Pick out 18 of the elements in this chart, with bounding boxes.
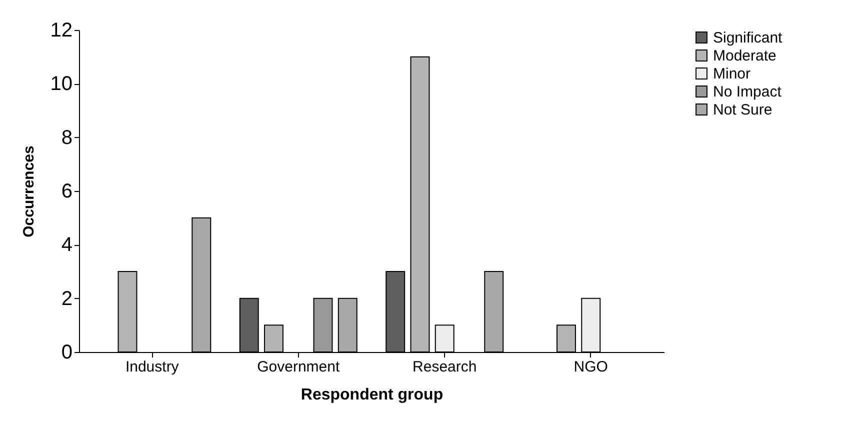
legend-label: Minor: [713, 66, 751, 82]
y-tick-label: 0: [61, 342, 72, 364]
legend-label: Moderate: [713, 48, 776, 64]
legend-label: Not Sure: [713, 102, 772, 118]
x-tick-label: Industry: [125, 358, 180, 376]
y-tick-label: 12: [50, 20, 72, 42]
legend-label: Significant: [713, 30, 784, 46]
y-tick-label: 10: [50, 73, 72, 96]
y-axis-title: Occurrences: [20, 146, 38, 238]
x-axis-title: Respondent group: [300, 386, 444, 404]
x-tick-label: Research: [412, 358, 477, 376]
legend-label: No Impact: [713, 84, 782, 100]
y-tick-label: 6: [61, 180, 72, 202]
x-tick-label: Government: [257, 358, 340, 376]
y-tick-label: 2: [61, 288, 72, 310]
x-tick-label: NGO: [574, 358, 608, 376]
y-tick-label: 4: [61, 234, 72, 256]
y-tick-label: 8: [61, 126, 72, 149]
